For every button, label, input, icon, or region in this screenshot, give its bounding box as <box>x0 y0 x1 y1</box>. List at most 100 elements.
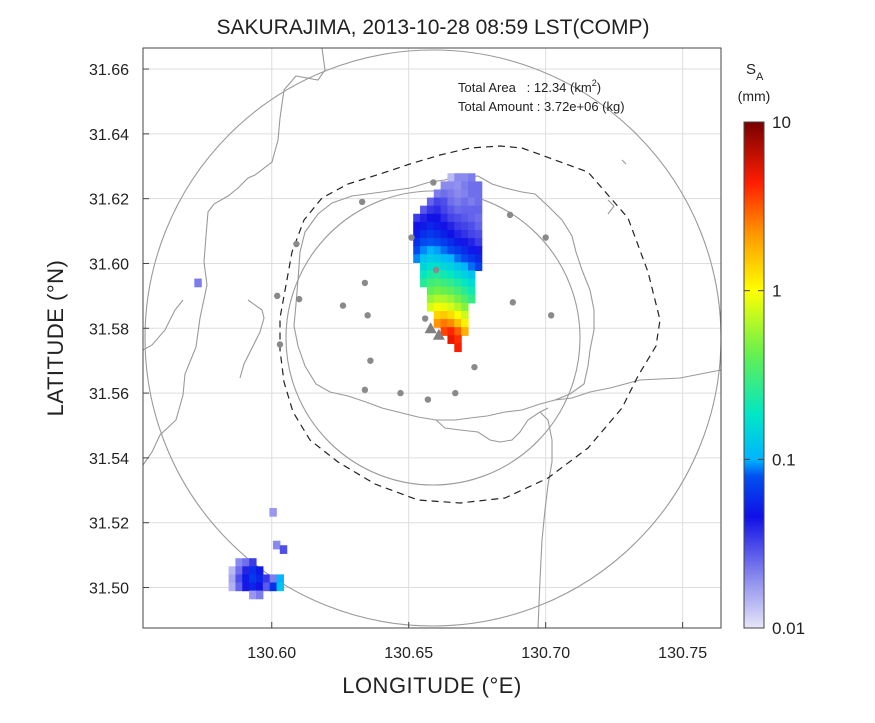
plume-cell <box>413 229 421 239</box>
total-amount-text: Total Amount : 3.72e+06 (kg) <box>458 99 625 114</box>
plume-cell <box>454 294 462 304</box>
station-marker <box>276 341 284 348</box>
station-marker <box>397 389 404 397</box>
plume-cell <box>413 246 421 255</box>
plume-cell <box>474 254 483 263</box>
patch-cell <box>249 574 257 584</box>
plume-cell <box>454 173 462 182</box>
patch-cell <box>242 574 250 584</box>
station-marker <box>421 315 429 322</box>
dashed-boundary <box>279 145 661 504</box>
plume-cell <box>467 213 476 223</box>
plume-cell <box>433 229 442 239</box>
colorbar-tick-label: 0.1 <box>772 450 796 469</box>
station-marker <box>424 396 432 403</box>
plume-cell <box>447 310 455 320</box>
x-tick-label: 130.70 <box>521 645 570 662</box>
plume-cell <box>440 205 449 215</box>
plume-cell <box>467 221 476 231</box>
plume-cell <box>433 262 442 272</box>
plume-cell <box>447 189 455 199</box>
plume-cell <box>440 246 449 255</box>
plume-cell <box>420 246 428 255</box>
plume-cell <box>426 286 435 296</box>
plume-cell <box>467 254 476 263</box>
plume-cell <box>420 205 428 215</box>
plume-cell <box>426 270 435 280</box>
plume-cell <box>426 205 435 215</box>
plume-cell <box>440 181 449 191</box>
colorbar-label-s: S <box>746 61 756 78</box>
plume-cell <box>440 197 449 207</box>
station-marker <box>506 211 514 219</box>
plume-cell <box>440 294 449 304</box>
plume-cell <box>461 310 469 320</box>
patch-cell <box>242 558 250 567</box>
colorbar: SA (mm) 10 1 0.1 0.01 <box>738 61 805 638</box>
colorbar-label: SA <box>746 61 764 83</box>
plume-cell <box>426 229 435 239</box>
colorbar-label-sub: A <box>756 71 764 83</box>
colorbar-tick-label: 1 <box>772 282 781 301</box>
plume-cell <box>447 270 455 280</box>
plume-cell <box>461 238 469 247</box>
plume-cell <box>474 229 483 239</box>
patch-cell <box>255 590 264 600</box>
vent-triangle <box>432 328 445 340</box>
colorbar-tick-label: 0.01 <box>772 619 805 638</box>
plume-cell <box>426 213 435 223</box>
plume-cell <box>454 246 462 255</box>
plume-cell <box>447 229 455 239</box>
plume-cell <box>420 262 428 272</box>
plume-cell <box>461 286 469 296</box>
station-marker <box>542 234 549 241</box>
plume-cell <box>440 270 449 280</box>
plot-area <box>143 48 721 628</box>
plume-cell <box>440 262 449 272</box>
plume-cell <box>454 205 462 215</box>
plume-cell <box>474 181 483 191</box>
chart-title: SAKURAJIMA, 2013-10-28 08:59 LST(COMP) <box>216 16 649 39</box>
y-tick-label: 31.50 <box>89 580 129 597</box>
plume-cell <box>440 310 449 320</box>
patch-cell <box>249 590 257 600</box>
plume-cell <box>447 238 455 247</box>
patch-cell <box>276 582 284 592</box>
plume-cell <box>454 221 462 231</box>
inner-range-circle <box>285 190 581 486</box>
patch-cell <box>242 582 250 592</box>
plume-cell <box>413 221 421 231</box>
patch-cell <box>269 582 278 592</box>
y-tick-label: 31.56 <box>89 386 129 403</box>
station-marker <box>547 312 555 319</box>
plume-cell <box>420 221 428 231</box>
plume-cell <box>426 221 435 231</box>
plume-cell <box>461 205 469 215</box>
plume-cell <box>433 270 442 280</box>
plume-cell <box>447 262 455 272</box>
x-tick-label: 130.60 <box>247 645 296 662</box>
plume-cell <box>413 254 421 263</box>
plume-cell <box>440 213 449 223</box>
station-marker <box>471 363 478 371</box>
plume-cell <box>467 286 476 296</box>
plume-cell <box>454 319 462 328</box>
x-axis-label: LONGITUDE (°E) <box>342 673 522 698</box>
plume-cell <box>447 213 455 223</box>
plume-cell <box>426 254 435 263</box>
y-tick-label: 31.66 <box>89 62 129 79</box>
plume-cell <box>467 205 476 215</box>
patch-cell <box>255 582 264 592</box>
plume-cell <box>474 197 483 207</box>
patch-cell <box>249 566 257 575</box>
total-area-text: Total Area : 12.34 (km2) <box>458 78 601 95</box>
plume-cell <box>454 189 462 199</box>
plume-cell <box>413 213 421 223</box>
plume-cell <box>474 213 483 223</box>
plume-cell <box>461 262 469 272</box>
plume-cell <box>447 205 455 215</box>
station-marker <box>293 240 300 248</box>
station-marker <box>367 357 374 364</box>
range-circles <box>144 49 721 627</box>
patch-cell <box>272 540 281 550</box>
